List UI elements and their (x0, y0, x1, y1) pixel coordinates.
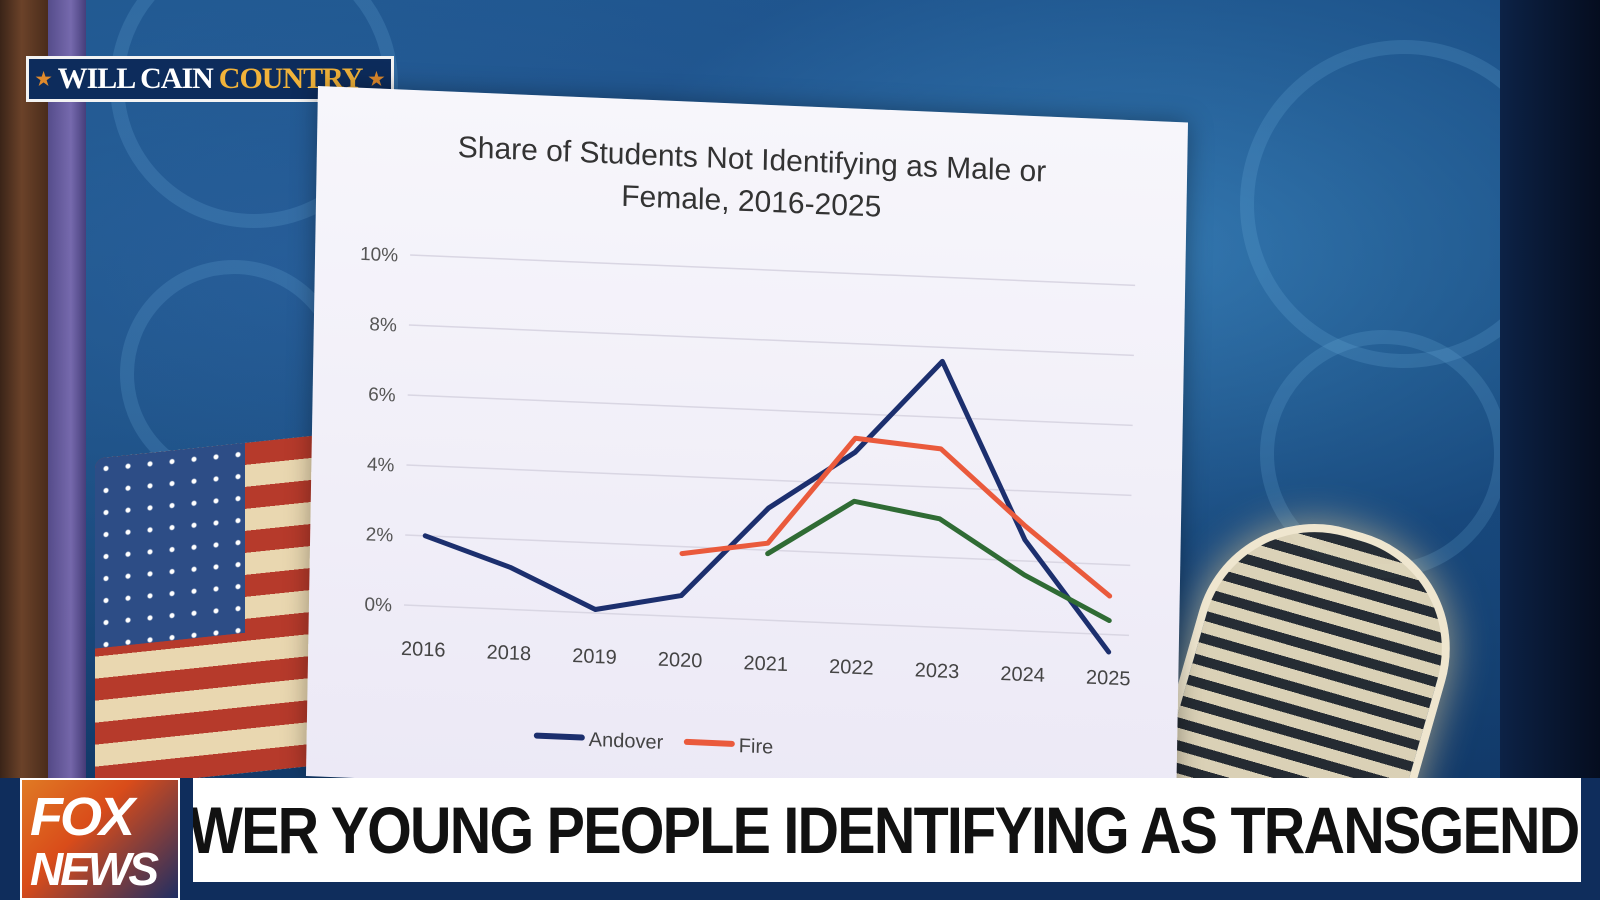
show-logo: ★ WILL CAIN COUNTRY ★ (26, 56, 394, 102)
headline-text: FEWER YOUNG PEOPLE IDENTIFYING AS TRANSG… (193, 793, 1581, 867)
dark-panel (1500, 0, 1600, 900)
headline-banner: FEWER YOUNG PEOPLE IDENTIFYING AS TRANSG… (193, 778, 1581, 882)
legend-label: Andover (589, 729, 664, 754)
legend-swatch (683, 738, 735, 747)
chart-title-line: Female, 2016-2025 (621, 180, 882, 224)
chart-screen: Share of Students Not Identifying as Mal… (305, 86, 1188, 813)
x-tick-label: 2021 (743, 652, 788, 676)
y-tick-label: 10% (360, 244, 398, 267)
line-chart: Share of Students Not Identifying as Mal… (360, 131, 1136, 759)
gridline (408, 324, 1134, 357)
x-tick-label: 2020 (658, 649, 703, 673)
wood-panel (0, 0, 48, 900)
gridline (405, 534, 1131, 567)
star-icon: ★ (368, 68, 385, 89)
x-tick-label: 2019 (572, 645, 617, 669)
network-name-line1: FOX (30, 787, 135, 847)
x-tick-label: 2025 (1086, 667, 1131, 691)
flag-stars-canton (95, 442, 245, 649)
series-line-fire (679, 435, 1113, 599)
gridline (407, 394, 1133, 427)
gridline (410, 254, 1136, 287)
legend-swatch (533, 732, 585, 741)
y-tick-label: 8% (369, 314, 397, 336)
x-tick-label: 2023 (915, 659, 960, 683)
purple-trim (48, 0, 86, 900)
star-icon: ★ (35, 68, 52, 89)
chyron-lower-strip (193, 882, 1581, 900)
show-logo-name: WILL CAIN (57, 62, 214, 95)
x-tick-label: 2018 (486, 641, 531, 665)
x-tick-label: 2024 (1000, 663, 1045, 687)
legend-label: Fire (739, 735, 774, 758)
gridline (406, 464, 1132, 497)
series-line-unlabeled (765, 498, 1112, 624)
gridline (403, 604, 1130, 637)
chart-title-line: Share of Students Not Identifying as Mal… (458, 131, 1047, 189)
series-line-andover (422, 358, 1112, 655)
y-tick-label: 0% (364, 594, 392, 616)
y-tick-label: 6% (368, 384, 396, 406)
fox-news-logo: FOX NEWS (20, 778, 180, 900)
network-name-line2: NEWS (30, 843, 159, 895)
y-tick-label: 2% (366, 524, 394, 546)
x-tick-label: 2016 (401, 638, 446, 662)
y-tick-label: 4% (367, 454, 395, 476)
x-tick-label: 2022 (829, 656, 874, 680)
